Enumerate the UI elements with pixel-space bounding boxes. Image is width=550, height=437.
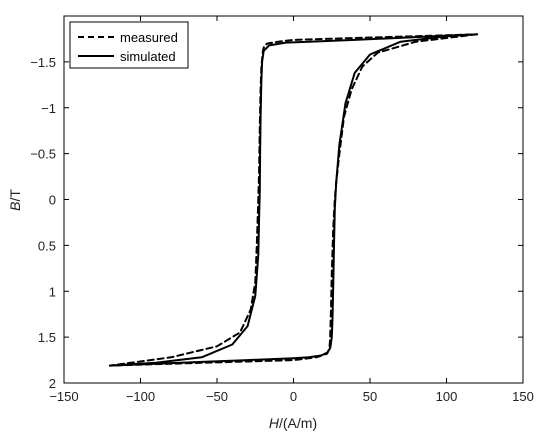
y-tick-label: 1.5 [38, 330, 56, 345]
y-tick-label: 2 [49, 376, 56, 391]
x-tick-label: 50 [363, 389, 377, 404]
legend-label-measured: measured [120, 30, 178, 45]
series-line-simulated [108, 33, 479, 367]
x-tick-label: −150 [49, 389, 78, 404]
y-axis-title: B/T [7, 189, 23, 211]
x-tick-label: −50 [206, 389, 228, 404]
series-layer [108, 33, 479, 367]
plot-frame [63, 15, 524, 384]
x-axis-symbol: H [269, 415, 280, 431]
axis-ticks: −150 −100 −50 0 50 100 150 2 1.5 1 0.5 0 −0.5 −1 −1.5 [30, 15, 534, 404]
y-tick-label: 0 [49, 193, 56, 208]
x-axis-unit: /(A/m) [279, 415, 317, 431]
legend-label-simulated: simulated [120, 49, 176, 64]
legend: measured simulated [69, 21, 189, 69]
y-tick-label: −0.5 [30, 147, 56, 162]
x-tick-label: 0 [290, 389, 297, 404]
x-tick-label: −100 [126, 389, 155, 404]
x-axis-title: H/(A/m) [269, 415, 317, 431]
legend-box [69, 21, 189, 69]
y-axis-unit: /T [7, 189, 23, 202]
y-tick-label: −1.5 [30, 55, 56, 70]
y-tick-label: 0.5 [38, 238, 56, 253]
x-tick-label: 100 [436, 389, 458, 404]
y-tick-label: −1 [41, 101, 56, 116]
x-tick-label: 150 [512, 389, 534, 404]
y-tick-label: 1 [49, 284, 56, 299]
y-axis-symbol: B [7, 202, 23, 211]
